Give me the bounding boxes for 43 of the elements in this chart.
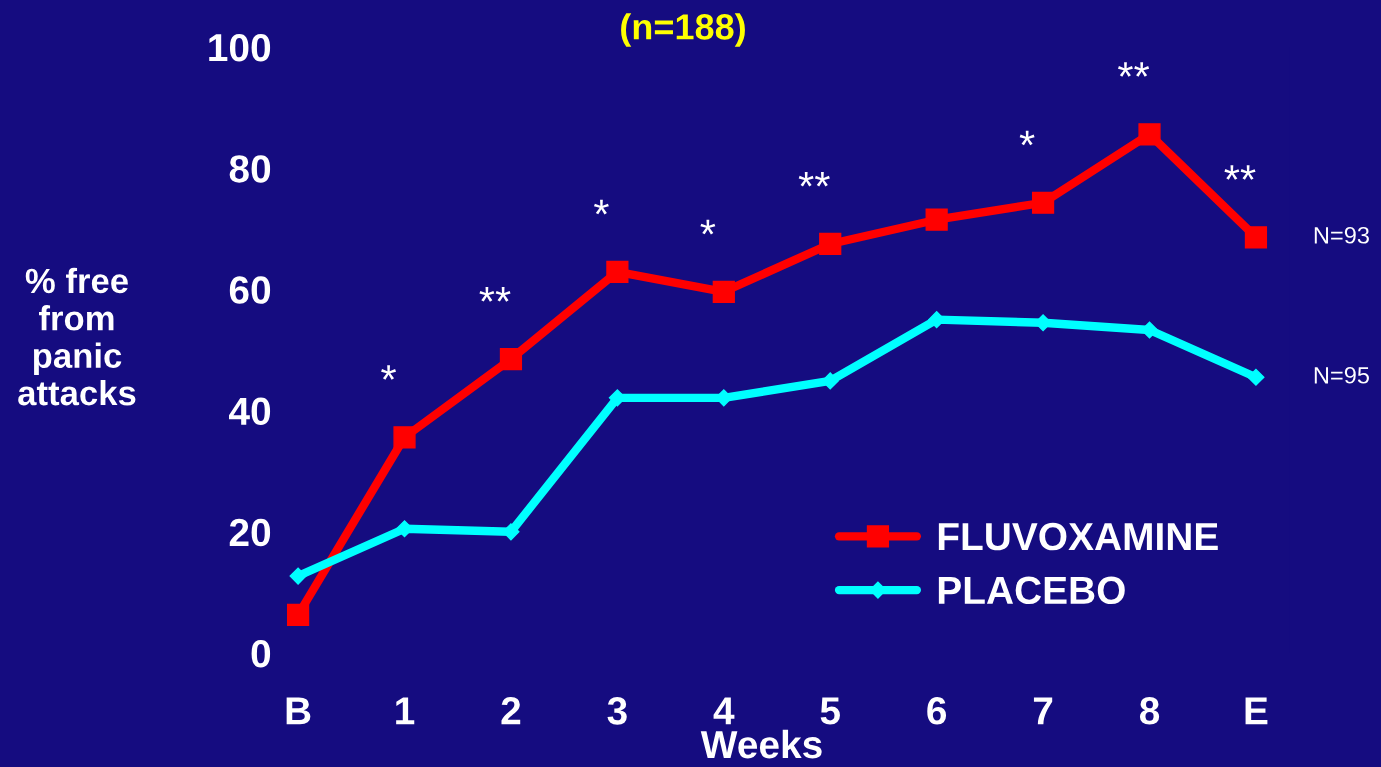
point [499, 347, 523, 371]
y-tick-label: 20 [229, 518, 271, 547]
x-tick-label: 8 [1139, 697, 1160, 725]
annotation: N=95 [1314, 366, 1369, 384]
x-tick-label: 1 [396, 697, 415, 725]
x-tick-label: E [1245, 697, 1268, 725]
annotation: ** [479, 287, 511, 302]
y-tick-label: 100 [209, 33, 271, 62]
point [393, 426, 416, 449]
point [1138, 123, 1161, 146]
chart-title: (n=188) [621, 13, 745, 47]
point [1247, 368, 1265, 386]
point [712, 280, 735, 303]
point [925, 208, 948, 231]
point [286, 603, 310, 626]
x-axis-title: Weeks [700, 729, 822, 759]
annotation: ** [1224, 165, 1256, 180]
x-tick-label: 7 [1033, 697, 1053, 725]
point [606, 260, 629, 283]
annotation: ** [798, 171, 830, 187]
y-tick-label: 40 [229, 397, 271, 426]
annotation: * [1019, 130, 1035, 146]
x-tick-label: 5 [820, 697, 840, 725]
y-tick-label: 0 [251, 639, 271, 668]
y-tick-label: 60 [229, 276, 271, 304]
y-axis-title: % free from panic attacks [18, 267, 136, 406]
x-tick-label: 3 [607, 697, 627, 725]
legend-label: PLACEBO [938, 576, 1125, 605]
point [289, 567, 307, 585]
x-tick-label: 6 [927, 697, 947, 725]
legend-label: FLUVOXAMINE [938, 522, 1218, 551]
annotation: ** [1118, 62, 1150, 77]
annotation: * [700, 219, 716, 235]
annotation: N=93 [1314, 226, 1369, 244]
annotation: * [593, 199, 609, 215]
x-tick-label: 4 [713, 697, 735, 725]
point [1244, 226, 1268, 249]
y-tick-label: 80 [229, 155, 271, 183]
point [819, 232, 842, 256]
point [1031, 191, 1055, 214]
x-tick-label: 2 [501, 697, 521, 725]
annotation: * [381, 365, 397, 380]
x-tick-label: B [286, 697, 311, 725]
